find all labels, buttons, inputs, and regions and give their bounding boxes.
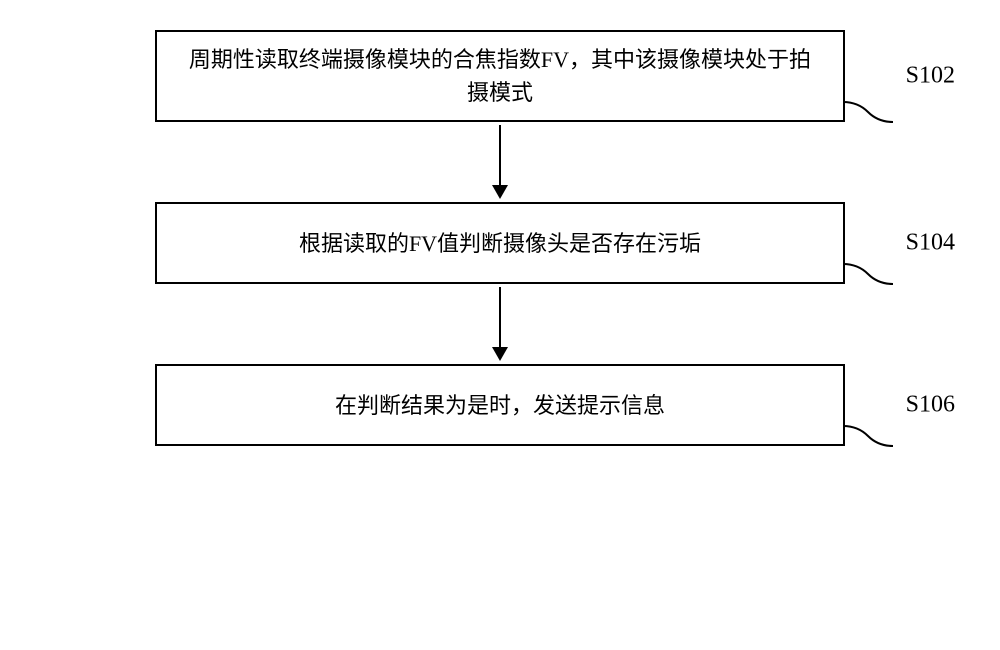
connector-curve-3 [843, 421, 893, 451]
box-text-1: 周期性读取终端摄像模块的合焦指数FV，其中该摄像模块处于拍摄模式 [181, 43, 819, 109]
connector-curve-2 [843, 259, 893, 289]
step-label-3: S106 [906, 392, 955, 419]
arrow-head-2 [492, 347, 508, 361]
flowchart-container: 周期性读取终端摄像模块的合焦指数FV，其中该摄像模块处于拍摄模式 S102 根据… [60, 30, 940, 446]
step-wrapper-3: 在判断结果为是时，发送提示信息 S106 [155, 364, 845, 446]
step-label-1: S102 [906, 63, 955, 90]
arrow-2 [492, 284, 508, 364]
box-text-3: 在判断结果为是时，发送提示信息 [335, 389, 665, 422]
arrow-line-1 [499, 125, 501, 185]
step-wrapper-2: 根据读取的FV值判断摄像头是否存在污垢 S104 [155, 202, 845, 284]
step-label-2: S104 [906, 230, 955, 257]
step-wrapper-1: 周期性读取终端摄像模块的合焦指数FV，其中该摄像模块处于拍摄模式 S102 [155, 30, 845, 122]
connector-curve-1 [843, 97, 893, 127]
flowchart-box-2: 根据读取的FV值判断摄像头是否存在污垢 [155, 202, 845, 284]
flowchart-box-1: 周期性读取终端摄像模块的合焦指数FV，其中该摄像模块处于拍摄模式 [155, 30, 845, 122]
box-text-2: 根据读取的FV值判断摄像头是否存在污垢 [299, 227, 701, 260]
arrow-head-1 [492, 185, 508, 199]
arrow-1 [492, 122, 508, 202]
arrow-line-2 [499, 287, 501, 347]
flowchart-box-3: 在判断结果为是时，发送提示信息 [155, 364, 845, 446]
